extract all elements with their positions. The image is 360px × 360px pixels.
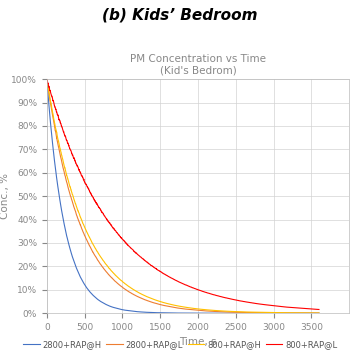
800+RAP@L (291, 306, 295, 310)
2800+RAP@H (291, 311, 295, 315)
800+RAP@L (317, 307, 321, 312)
800+RAP@H (103, 261, 107, 265)
2800+RAP@H (121, 307, 125, 312)
800+RAP@H (45, 77, 49, 81)
800+RAP@L (103, 215, 107, 219)
2800+RAP@L (214, 309, 218, 314)
2800+RAP@L (121, 285, 125, 290)
800+RAP@L (209, 292, 213, 296)
2800+RAP@H (317, 311, 321, 315)
Title: PM Concentration vs Time
(Kid's Bedrom): PM Concentration vs Time (Kid's Bedrom) (130, 54, 266, 76)
Line: 800+RAP@L: 800+RAP@L (47, 79, 319, 310)
2800+RAP@L (316, 311, 321, 315)
Legend: 2800+RAP@H, 2800+RAP@L, 800+RAP@H, 800+RAP@L: 2800+RAP@H, 2800+RAP@L, 800+RAP@H, 800+R… (19, 337, 341, 352)
2800+RAP@L (103, 268, 107, 273)
800+RAP@L (214, 293, 218, 298)
800+RAP@H (121, 280, 125, 284)
800+RAP@H (291, 311, 295, 315)
800+RAP@H (209, 308, 213, 312)
800+RAP@L (121, 238, 125, 242)
2800+RAP@L (209, 309, 213, 314)
Line: 2800+RAP@H: 2800+RAP@H (47, 79, 319, 313)
X-axis label: Time, s: Time, s (179, 337, 217, 347)
800+RAP@H (317, 311, 321, 315)
2800+RAP@L (45, 77, 49, 81)
800+RAP@H (316, 311, 321, 315)
800+RAP@L (45, 77, 49, 81)
2800+RAP@H (209, 311, 213, 315)
Y-axis label: Conc., %: Conc., % (0, 173, 10, 219)
Line: 2800+RAP@L: 2800+RAP@L (47, 79, 319, 313)
2800+RAP@H (214, 311, 218, 315)
Line: 800+RAP@H: 800+RAP@H (47, 79, 319, 313)
2800+RAP@L (291, 311, 295, 315)
2800+RAP@L (317, 311, 321, 315)
2800+RAP@H (45, 77, 49, 81)
2800+RAP@H (316, 311, 321, 315)
Text: (b) Kids’ Bedroom: (b) Kids’ Bedroom (102, 7, 258, 22)
800+RAP@L (316, 307, 321, 312)
800+RAP@H (214, 309, 218, 313)
2800+RAP@H (103, 302, 107, 306)
